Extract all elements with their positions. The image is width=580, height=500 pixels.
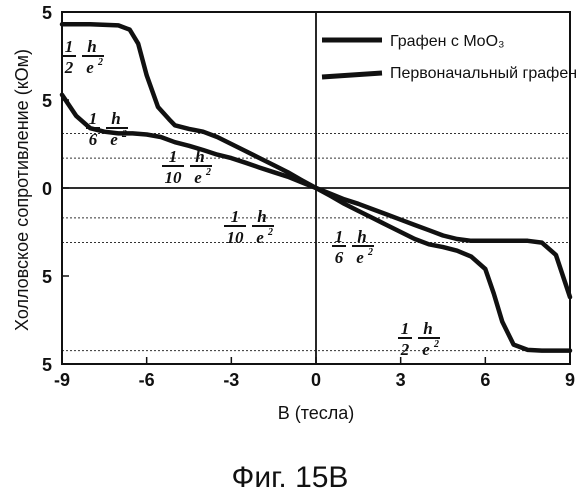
annotation-numerator: 1	[89, 109, 98, 128]
annotation-e: e	[194, 168, 202, 187]
y-tick-label-4: 5	[42, 355, 52, 375]
annotation-exponent: 2	[121, 129, 127, 140]
annotation-denominator: 2	[64, 58, 74, 77]
annotation-h: h	[111, 109, 120, 128]
annotation-denominator: 6	[335, 248, 344, 267]
legend-label-pristine: Первоначальный графен	[390, 65, 577, 82]
annotation-numerator: 1	[169, 147, 178, 166]
annotation-fraction-2: 1 10 he2	[162, 147, 212, 187]
annotation-fraction-4: 1 6he2	[332, 227, 374, 267]
legend-label-mo03: Графен с MoO₃	[390, 33, 505, 50]
y-tick-label-2: 0	[42, 179, 52, 199]
annotation-exponent: 2	[367, 247, 373, 258]
annotation-fraction-0: 1 2he2	[62, 37, 104, 77]
annotation-numerator: 1	[231, 207, 240, 226]
annotation-denominator: 6	[89, 130, 98, 149]
x-tick-label-5: 6	[480, 370, 490, 390]
fraction-annotations: 12he216he2110he2110he216he212he2	[62, 37, 440, 359]
x-tick-label-1: -6	[139, 370, 155, 390]
annotation-exponent: 2	[267, 227, 273, 238]
annotation-e: e	[356, 248, 364, 267]
annotation-numerator: 1	[335, 227, 344, 246]
y-tick-label-0: 5	[42, 3, 52, 23]
annotation-h: h	[87, 37, 96, 56]
y-axis-title: Холловское сопротивление (кОм)	[12, 49, 32, 331]
x-axis-title: B (тесла)	[278, 403, 355, 423]
annotation-denominator: 2	[400, 340, 410, 359]
annotation-h: h	[357, 227, 366, 246]
x-tick-label-3: 0	[311, 370, 321, 390]
annotation-fraction-5: 1 2he2	[398, 319, 440, 359]
legend: Графен с MoO₃ Первоначальный графен	[322, 33, 577, 82]
annotation-numerator: 1	[401, 319, 410, 338]
y-tick-label-3: 5	[42, 267, 52, 287]
annotation-exponent: 2	[433, 339, 439, 350]
annotation-e: e	[422, 340, 430, 359]
annotation-e: e	[110, 130, 118, 149]
annotation-fraction-1: 1 6he2	[86, 109, 128, 149]
annotation-numerator: 1	[65, 37, 74, 56]
annotation-h: h	[423, 319, 432, 338]
annotation-e: e	[256, 228, 264, 247]
legend-line-pristine	[322, 73, 382, 77]
annotation-denominator: 10	[165, 168, 183, 187]
ticks: -9 -6 -3 0 3 6 9 5 5 0 5 5	[42, 3, 575, 390]
x-tick-label-0: -9	[54, 370, 70, 390]
figure-caption: Фиг. 15B	[232, 461, 349, 494]
annotation-fraction-3: 1 10 he2	[224, 207, 274, 247]
x-tick-label-4: 3	[396, 370, 406, 390]
annotation-exponent: 2	[205, 167, 211, 178]
annotation-denominator: 10	[227, 228, 245, 247]
x-tick-label-2: -3	[223, 370, 239, 390]
annotation-h: h	[195, 147, 204, 166]
annotation-e: e	[86, 58, 94, 77]
annotation-exponent: 2	[97, 57, 103, 68]
x-tick-label-6: 9	[565, 370, 575, 390]
y-tick-label-1: 5	[42, 91, 52, 111]
annotation-h: h	[257, 207, 266, 226]
